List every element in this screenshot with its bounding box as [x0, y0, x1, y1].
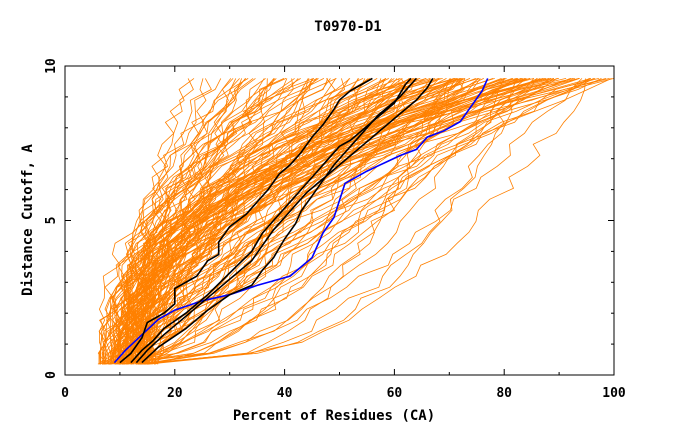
background-curve: [115, 78, 301, 365]
background-curve: [144, 78, 583, 365]
background-curve: [146, 78, 558, 365]
background-curve: [141, 78, 465, 365]
background-curve: [143, 78, 371, 365]
background-curve: [138, 78, 389, 365]
background-curve: [118, 78, 364, 365]
background-curve: [154, 78, 535, 365]
ticks: 0 20 40 60 80 100 0 5 10: [44, 58, 626, 401]
background-curve: [113, 78, 411, 365]
series-line-black-2: [130, 77, 412, 364]
background-curve: [126, 78, 336, 365]
x-tick-label: 40: [277, 386, 293, 401]
background-curve: [105, 78, 387, 365]
background-curve: [125, 78, 615, 365]
background-curve: [104, 78, 552, 365]
background-curve: [112, 78, 299, 365]
x-tick-label: 0: [61, 386, 69, 401]
background-curve: [135, 78, 420, 365]
background-curve: [101, 78, 596, 365]
background-curve: [111, 78, 610, 365]
background-curve: [119, 78, 451, 365]
background-curve: [143, 78, 386, 365]
x-tick-label: 20: [167, 386, 183, 401]
y-tick-label: 5: [44, 217, 59, 225]
background-curve: [98, 78, 240, 365]
background-curve: [118, 78, 309, 365]
background-curve: [131, 78, 574, 365]
background-curve: [112, 78, 580, 365]
background-curve: [147, 78, 527, 365]
x-tick-label: 60: [387, 386, 403, 401]
chart-title: T0970-D1: [314, 19, 381, 35]
y-axis-label: Distance Cutoff, A: [20, 144, 36, 296]
series-line-black-3: [135, 77, 434, 364]
background-curve: [108, 78, 465, 365]
x-tick-label: 100: [602, 386, 626, 401]
background-curve: [100, 78, 462, 365]
background-curve: [130, 78, 232, 365]
background-curve: [146, 78, 538, 365]
series-line-black-1: [119, 77, 373, 364]
background-curve: [147, 78, 541, 365]
background-curve: [139, 78, 587, 365]
background-curve: [138, 78, 519, 365]
background-curve: [130, 78, 457, 365]
background-curve: [122, 78, 612, 365]
background-curve: [117, 78, 288, 365]
background-curve: [145, 78, 481, 365]
background-curve: [109, 78, 246, 365]
highlight-curves: [113, 77, 489, 364]
x-axis-label: Percent of Residues (CA): [233, 408, 435, 424]
y-tick-label: 0: [44, 371, 59, 379]
background-curve: [120, 78, 249, 365]
background-curve: [141, 78, 505, 365]
background-curve: [109, 78, 590, 365]
x-tick-label: 80: [496, 386, 512, 401]
series-line-black-4: [141, 77, 417, 364]
background-curve: [129, 78, 502, 365]
background-curve: [118, 78, 212, 365]
background-curve: [109, 78, 567, 365]
background-curve: [122, 78, 427, 365]
series-line-blue-0: [113, 78, 489, 364]
y-tick-label: 10: [44, 58, 59, 74]
background-curve: [119, 78, 522, 365]
background-curve: [120, 78, 243, 365]
